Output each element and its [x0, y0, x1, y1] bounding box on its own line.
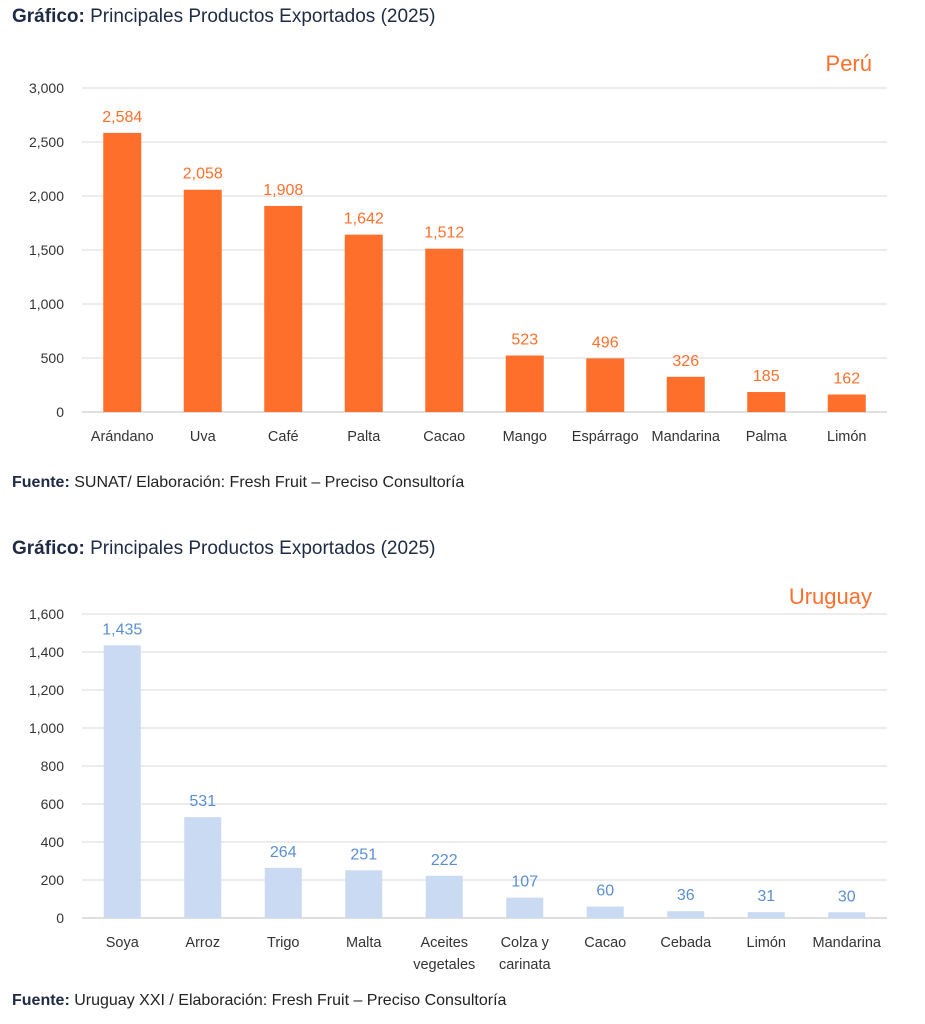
data-label: 1,642: [344, 211, 384, 228]
data-label: 2,058: [183, 166, 223, 183]
x-category-label: Mango: [503, 429, 547, 445]
data-label: 1,512: [424, 225, 464, 242]
bar: [505, 355, 544, 412]
x-category-label: Mandarina: [812, 935, 881, 951]
x-category-label: Espárrago: [572, 429, 639, 445]
data-label: 264: [270, 844, 297, 861]
x-category-label: Colza y: [501, 935, 550, 951]
bar: [425, 875, 463, 918]
bar: [344, 234, 383, 412]
data-label: 30: [838, 888, 856, 905]
y-tick-label: 1,200: [29, 682, 64, 698]
y-tick-label: 3,000: [29, 80, 64, 96]
data-label: 2,584: [102, 109, 142, 126]
uruguay-chart: Uruguay 0 200 400 600 800 1,000 1,200 1,400 1,600…: [29, 584, 887, 973]
x-category-label: Palta: [347, 429, 381, 445]
x-category-label: Soya: [106, 935, 140, 951]
y-tick-label: 0: [56, 404, 64, 420]
bar: [828, 912, 866, 918]
bar: [747, 392, 786, 412]
data-label: 185: [753, 368, 780, 385]
data-label: 31: [757, 888, 775, 905]
chart2-source-bold: Fuente:: [12, 992, 70, 1009]
x-category-label: Arándano: [91, 429, 154, 445]
data-label: 60: [596, 883, 614, 900]
y-tick-label: 2,000: [29, 188, 64, 204]
chart1-heading-text: Principales Productos Exportados (2025): [84, 6, 436, 27]
bar: [103, 645, 141, 918]
bar: [666, 376, 705, 412]
x-category-label: Limón: [747, 935, 787, 951]
chart1-source-bold: Fuente:: [12, 474, 70, 491]
x-category-label: Mandarina: [651, 429, 720, 445]
chart2-source-text: Uruguay XXI / Elaboración: Fresh Fruit –…: [69, 992, 507, 1009]
chart1-source: Fuente: SUNAT/ Elaboración: Fresh Fruit …: [12, 474, 464, 492]
bar: [264, 205, 303, 412]
x-category-label: Cacao: [584, 935, 626, 951]
bar: [586, 358, 625, 412]
bar: [747, 912, 785, 918]
y-tick-label: 400: [41, 834, 65, 850]
data-label: 523: [511, 332, 538, 349]
data-label: 1,435: [102, 621, 142, 638]
chart2-source: Fuente: Uruguay XXI / Elaboración: Fresh…: [12, 992, 506, 1010]
chart-title: Perú: [826, 51, 872, 76]
chart-title: Uruguay: [789, 584, 872, 609]
bar: [103, 132, 142, 412]
data-label: 36: [677, 887, 695, 904]
chart2-heading-text: Principales Productos Exportados (2025): [84, 538, 436, 559]
x-category-label: Arroz: [185, 935, 220, 951]
y-tick-label: 1,500: [29, 242, 64, 258]
y-tick-label: 1,600: [29, 606, 64, 622]
peru-chart: Perú 0 500 1,000 1,500 2,000 2,500 3,000 2,584 Ar…: [29, 51, 887, 445]
x-category-label: Cebada: [660, 935, 712, 951]
y-tick-label: 2,500: [29, 134, 64, 150]
x-category-label: Aceites: [420, 935, 468, 951]
y-tick-label: 600: [41, 796, 65, 812]
y-tick-label: 500: [41, 350, 65, 366]
x-category-label: Café: [268, 429, 299, 445]
data-label: 251: [350, 846, 377, 863]
bar: [183, 189, 222, 412]
data-label: 162: [833, 371, 860, 388]
data-label: 326: [672, 353, 699, 370]
x-category-label: Trigo: [267, 935, 300, 951]
data-label: 1,908: [263, 182, 303, 199]
chart2-heading: Gráfico: Principales Productos Exportado…: [12, 538, 436, 560]
data-label: 496: [592, 334, 619, 351]
y-tick-label: 0: [56, 910, 64, 926]
x-category-label: Uva: [190, 429, 217, 445]
y-tick-label: 1,000: [29, 720, 64, 736]
chart2-heading-bold: Gráfico:: [12, 538, 85, 559]
chart1-source-text: SUNAT/ Elaboración: Fresh Fruit – Precis…: [69, 474, 465, 491]
bar: [425, 248, 464, 412]
x-category-label: carinata: [499, 957, 552, 973]
x-category-label: Cacao: [423, 429, 465, 445]
bar: [827, 394, 866, 412]
data-label: 222: [431, 852, 458, 869]
y-tick-label: 800: [41, 758, 65, 774]
bar: [667, 911, 705, 918]
y-tick-label: 1,000: [29, 296, 64, 312]
y-tick-label: 1,400: [29, 644, 64, 660]
bar: [506, 897, 544, 918]
x-category-label: Malta: [346, 935, 382, 951]
x-category-label: Limón: [827, 429, 867, 445]
x-category-label: vegetales: [413, 957, 475, 973]
bar: [586, 906, 624, 918]
bar: [264, 867, 302, 918]
chart1-heading: Gráfico: Principales Productos Exportado…: [12, 6, 436, 28]
chart1-heading-bold: Gráfico:: [12, 6, 85, 27]
y-tick-label: 200: [41, 872, 65, 888]
bar: [345, 870, 383, 918]
data-label: 107: [511, 874, 538, 891]
data-label: 531: [189, 793, 216, 810]
bar: [184, 817, 222, 918]
x-category-label: Palma: [746, 429, 788, 445]
